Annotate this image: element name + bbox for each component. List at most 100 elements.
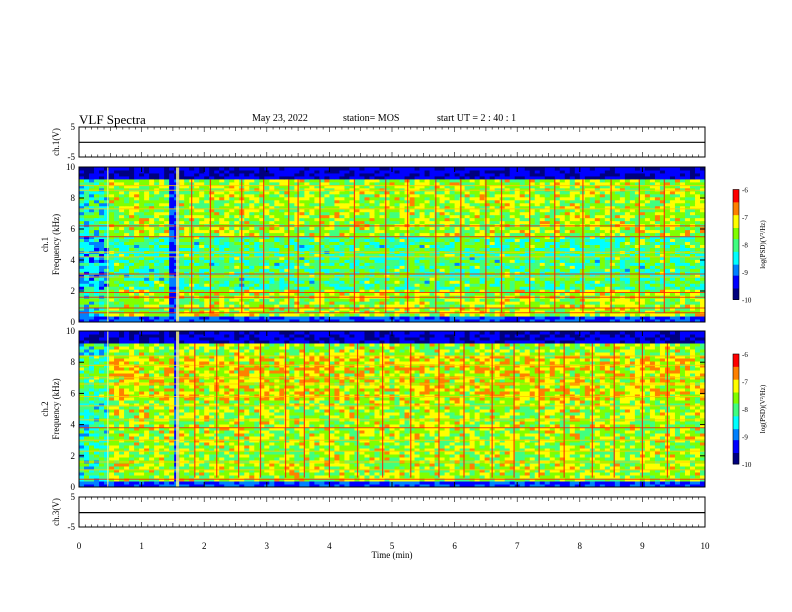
spectro-cell bbox=[229, 268, 235, 272]
spectro-cell bbox=[654, 262, 661, 266]
spectro-cell bbox=[119, 211, 125, 216]
spectro-cell bbox=[674, 301, 681, 305]
spectro-cell bbox=[429, 298, 436, 302]
spectro-cell bbox=[404, 313, 411, 317]
spectro-cell bbox=[389, 235, 396, 240]
spectro-cell bbox=[419, 304, 426, 308]
spectro-cell bbox=[414, 220, 421, 225]
spectro-cell bbox=[369, 262, 375, 266]
spectro-cell bbox=[154, 313, 160, 317]
spectro-cell bbox=[429, 253, 436, 257]
spectro-cell bbox=[504, 247, 511, 251]
spectro-cell bbox=[289, 247, 295, 251]
spectro-cell bbox=[349, 283, 355, 287]
spectro-cell bbox=[574, 283, 581, 287]
spectro-cell bbox=[439, 214, 446, 219]
spectro-cell bbox=[364, 232, 370, 237]
spectro-cell bbox=[294, 220, 300, 225]
spectro-cell bbox=[604, 292, 611, 296]
spectro-cell bbox=[679, 313, 686, 317]
spectro-cell bbox=[179, 319, 185, 323]
spectro-cell bbox=[299, 232, 305, 237]
spectro-cell bbox=[259, 292, 265, 296]
spectro-cell bbox=[179, 238, 185, 243]
spectro-cell bbox=[514, 229, 521, 234]
spectro-cell bbox=[564, 232, 571, 237]
spectro-cell bbox=[234, 280, 240, 284]
spectro-cell bbox=[689, 229, 696, 234]
spectro-cell bbox=[234, 304, 240, 308]
spectro-cell bbox=[314, 241, 320, 245]
spectro-cell bbox=[259, 262, 265, 266]
spectro-cell bbox=[499, 241, 506, 245]
spectro-cell bbox=[249, 244, 255, 248]
spectro-cell bbox=[434, 307, 441, 311]
spectro-cell bbox=[409, 253, 416, 257]
spectro-cell bbox=[519, 301, 526, 305]
spectro-cell bbox=[624, 223, 631, 228]
spectro-cell bbox=[339, 301, 345, 305]
spectro-cell bbox=[79, 319, 85, 323]
spectro-cell bbox=[389, 247, 396, 251]
spectro-cell bbox=[329, 220, 335, 225]
spectro-cell bbox=[309, 220, 315, 225]
spectro-cell bbox=[619, 253, 626, 257]
spectro-cell bbox=[499, 271, 506, 275]
spectro-cell bbox=[329, 256, 335, 260]
spectro-cell bbox=[474, 280, 481, 284]
spectro-cell bbox=[669, 211, 676, 216]
spectro-cell bbox=[79, 286, 85, 290]
spectro-cell bbox=[534, 223, 541, 228]
spectro-cell bbox=[219, 283, 225, 287]
spectro-cell bbox=[499, 298, 506, 302]
spectro-cell bbox=[614, 253, 621, 257]
spectro-cell bbox=[209, 262, 215, 266]
spectro-cell bbox=[349, 268, 355, 272]
spectro-cell bbox=[629, 262, 636, 266]
spectro-cell bbox=[659, 286, 666, 290]
spectro-cell bbox=[569, 226, 576, 231]
spectro-cell bbox=[89, 214, 95, 219]
spectro-cell bbox=[324, 307, 330, 311]
spectro-cell bbox=[134, 286, 140, 290]
spectro-cell bbox=[384, 253, 390, 257]
spectro-cell bbox=[584, 310, 591, 314]
spectro-cell bbox=[509, 259, 516, 263]
spectro-cell bbox=[89, 307, 95, 311]
spectro-cell bbox=[274, 316, 280, 320]
spectro-cell bbox=[484, 286, 491, 290]
spectro-cell bbox=[309, 304, 315, 308]
spectro-cell bbox=[444, 214, 451, 219]
spectro-cell bbox=[359, 280, 365, 284]
spectro-cell bbox=[574, 289, 581, 293]
spectro-cell bbox=[644, 286, 651, 290]
spectro-cell bbox=[629, 220, 636, 225]
spectro-cell bbox=[324, 211, 330, 216]
spectro-cell bbox=[464, 307, 471, 311]
spectro-cell bbox=[149, 226, 155, 231]
spectro-cell bbox=[154, 259, 160, 263]
spectro-cell bbox=[474, 214, 481, 219]
spectro-cell bbox=[159, 280, 165, 284]
spectro-cell bbox=[334, 244, 340, 248]
spectro-cell bbox=[459, 280, 466, 284]
spectro-cell bbox=[194, 280, 200, 284]
spectro-cell bbox=[399, 235, 406, 240]
spectro-cell bbox=[104, 232, 110, 237]
spectro-cell bbox=[134, 307, 140, 311]
spectro-cell bbox=[99, 292, 105, 296]
spectro-cell bbox=[279, 232, 285, 237]
spectro-cell bbox=[574, 244, 581, 248]
spectro-cell bbox=[129, 232, 135, 237]
spectro-cell bbox=[594, 268, 601, 272]
spectro-cell bbox=[259, 316, 265, 320]
spectro-cell bbox=[379, 298, 385, 302]
spectro-cell bbox=[379, 274, 385, 278]
spectro-cell bbox=[234, 238, 240, 243]
spectro-cell bbox=[289, 229, 295, 234]
spectro-cell bbox=[479, 304, 486, 308]
spectro-cell bbox=[634, 256, 641, 260]
spectro-cell bbox=[124, 313, 130, 317]
spectro-cell bbox=[289, 283, 295, 287]
spectro-cell bbox=[509, 304, 516, 308]
